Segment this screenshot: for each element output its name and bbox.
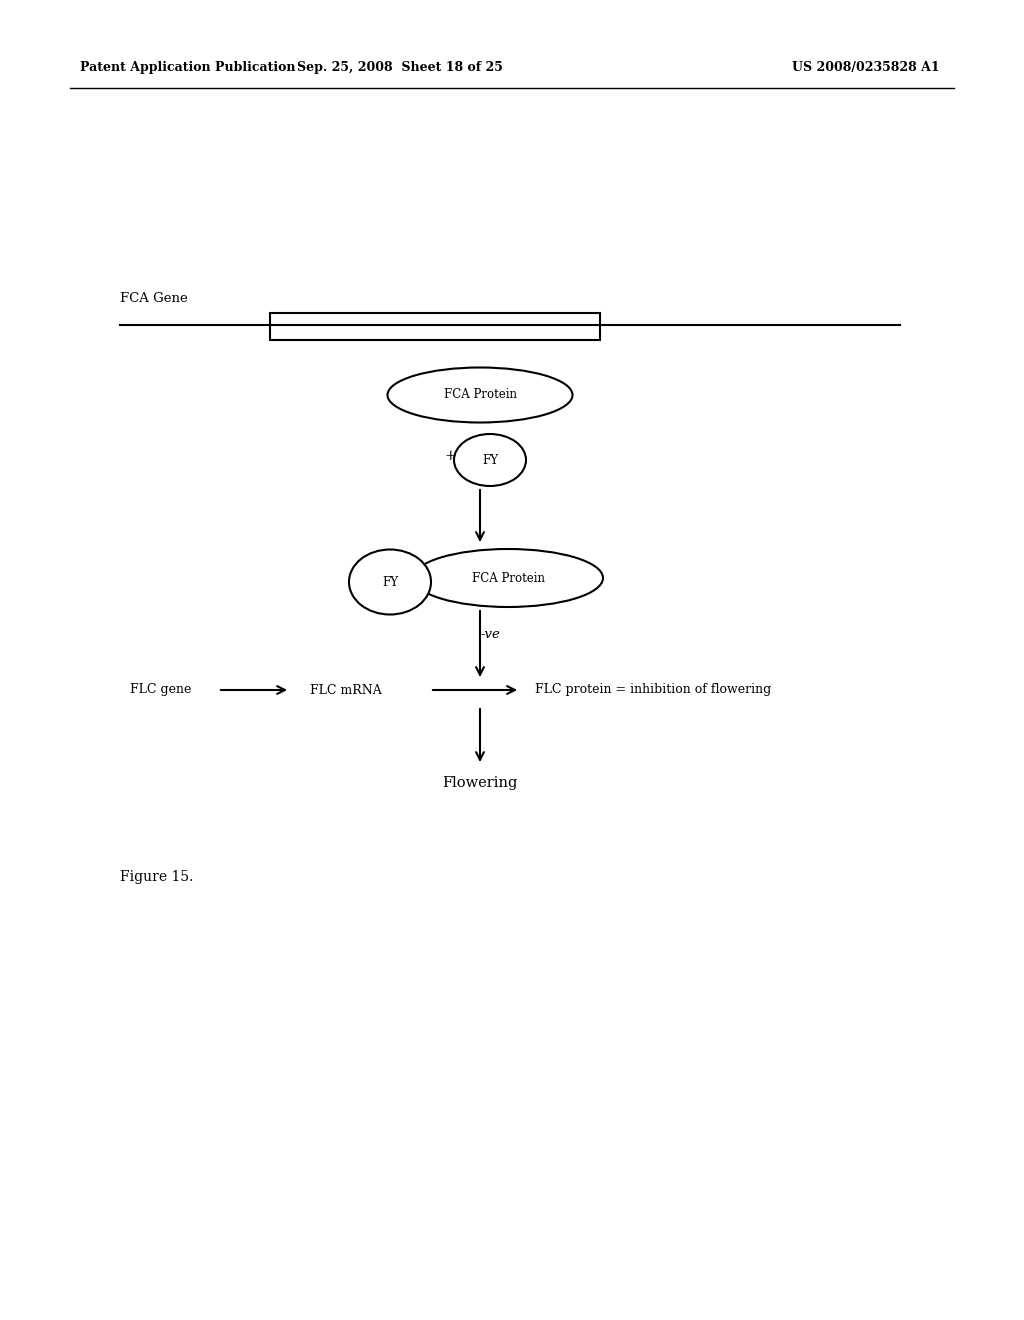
Bar xyxy=(270,313,600,341)
Text: FLC protein = inhibition of flowering: FLC protein = inhibition of flowering xyxy=(535,684,771,697)
Text: US 2008/0235828 A1: US 2008/0235828 A1 xyxy=(793,62,940,74)
Text: FCA Gene: FCA Gene xyxy=(120,292,187,305)
Text: FLC gene: FLC gene xyxy=(130,684,191,697)
Text: -ve: -ve xyxy=(480,628,500,642)
Text: +: + xyxy=(444,449,456,463)
Text: FCA Protein: FCA Protein xyxy=(443,388,516,401)
Text: FY: FY xyxy=(482,454,498,466)
Text: Figure 15.: Figure 15. xyxy=(120,870,194,884)
Ellipse shape xyxy=(349,549,431,615)
Text: FCA Protein: FCA Protein xyxy=(471,572,545,585)
Text: FLC mRNA: FLC mRNA xyxy=(310,684,382,697)
Text: Sep. 25, 2008  Sheet 18 of 25: Sep. 25, 2008 Sheet 18 of 25 xyxy=(297,62,503,74)
Ellipse shape xyxy=(413,549,603,607)
Text: Patent Application Publication: Patent Application Publication xyxy=(80,62,296,74)
Ellipse shape xyxy=(454,434,526,486)
Text: FY: FY xyxy=(382,576,398,589)
Ellipse shape xyxy=(387,367,572,422)
Text: Flowering: Flowering xyxy=(442,776,518,789)
